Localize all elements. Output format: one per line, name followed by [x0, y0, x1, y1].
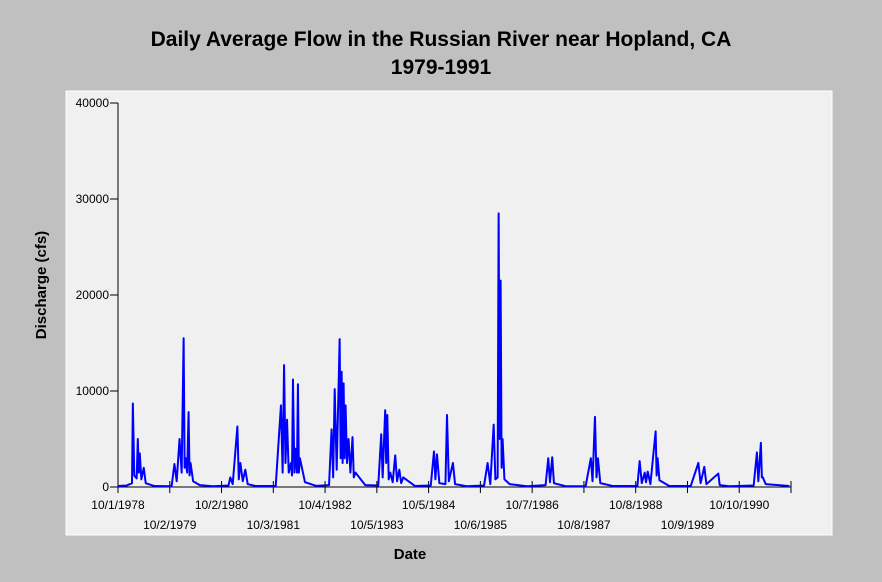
x-tick-label: 10/6/1985: [454, 518, 508, 532]
y-axis-title: Discharge (cfs): [33, 231, 50, 339]
x-tick-label: 10/4/1982: [298, 498, 352, 512]
y-tick-label: 0: [102, 480, 109, 494]
flow-line: [117, 212, 790, 488]
x-tick-label: 10/9/1989: [661, 518, 715, 532]
x-tick-label: 10/1/1978: [91, 498, 145, 512]
x-tick-label: 10/10/1990: [709, 498, 769, 512]
x-tick-label: 10/8/1987: [557, 518, 611, 532]
chart-subtitle: 1979-1991: [391, 56, 492, 79]
y-tick-label: 30000: [76, 192, 110, 206]
x-tick-label: 10/7/1986: [505, 498, 559, 512]
x-tick-label: 10/2/1980: [195, 498, 249, 512]
x-tick-label: 10/5/1983: [350, 518, 404, 532]
x-tick-label: 10/3/1981: [247, 518, 301, 532]
y-tick-label: 40000: [76, 96, 110, 110]
x-axis-title: Date: [394, 546, 427, 563]
x-tick-label: 10/2/1979: [143, 518, 197, 532]
x-tick-label: 10/8/1988: [609, 498, 663, 512]
y-tick-label: 10000: [76, 384, 110, 398]
y-tick-label: 20000: [76, 288, 110, 302]
x-tick-label: 10/5/1984: [402, 498, 456, 512]
chart-title: Daily Average Flow in the Russian River …: [151, 28, 732, 51]
